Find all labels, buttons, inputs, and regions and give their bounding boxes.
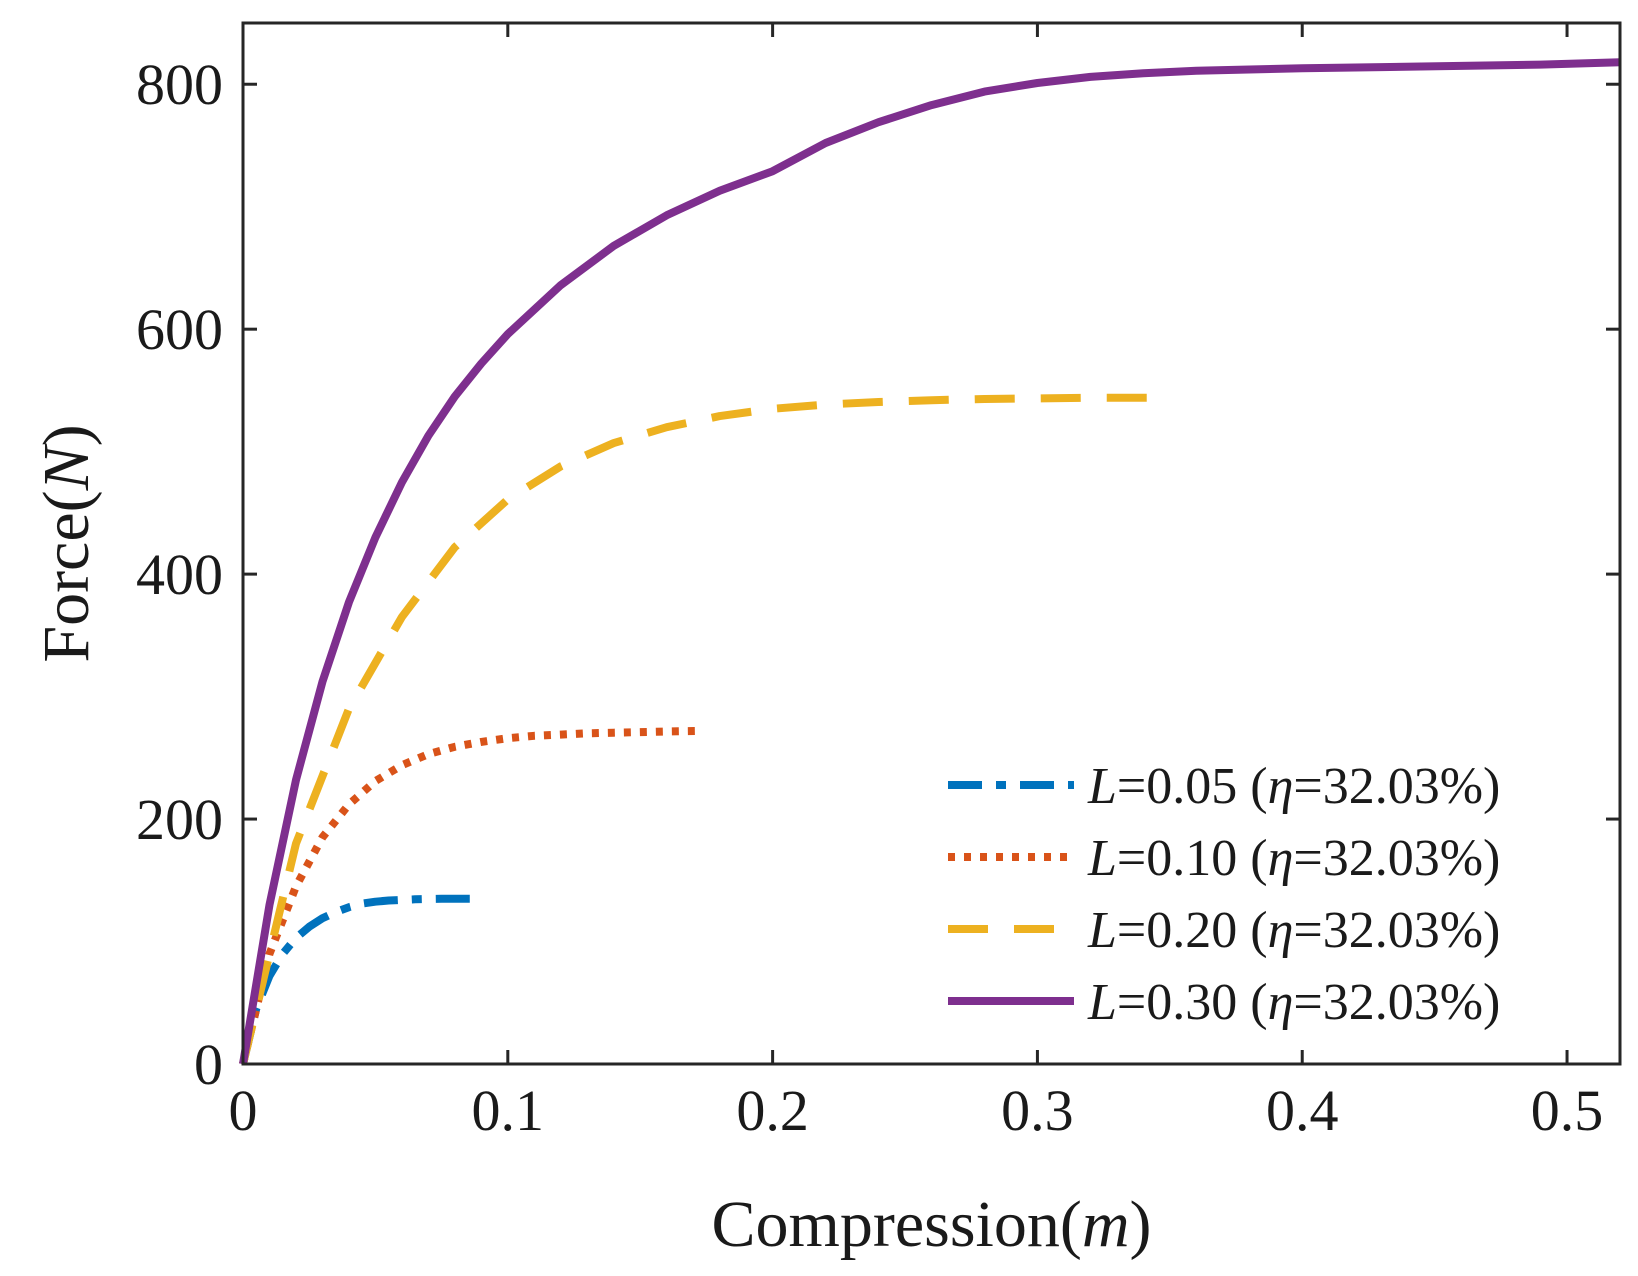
y-tick-label: 800 bbox=[136, 52, 223, 117]
legend-label-2: L=0.10 (η=32.03%) bbox=[1087, 830, 1500, 887]
x-tick-label: 0.5 bbox=[1531, 1078, 1604, 1143]
legend-label-4: L=0.30 (η=32.03%) bbox=[1087, 974, 1500, 1031]
series-line-3 bbox=[239, 393, 1157, 1065]
series-layer bbox=[239, 58, 1621, 1065]
legend-label-1: L=0.05 (η=32.03%) bbox=[1087, 758, 1500, 815]
x-tick-label: 0.3 bbox=[1001, 1078, 1074, 1143]
x-tick-label: 0 bbox=[229, 1078, 258, 1143]
y-tick-label: 600 bbox=[136, 297, 223, 362]
y-tick-label: 200 bbox=[136, 787, 223, 852]
x-tick-label: 0.4 bbox=[1266, 1078, 1339, 1143]
y-axis-label: Force(N) bbox=[30, 424, 103, 662]
plot-frame bbox=[241, 21, 1622, 1066]
series-line-2 bbox=[239, 726, 704, 1065]
legend-label-3: L=0.20 (η=32.03%) bbox=[1087, 902, 1500, 959]
x-tick-label: 0.2 bbox=[736, 1078, 809, 1143]
series-line-4 bbox=[239, 58, 1621, 1065]
tick-label-layer: 0 0.1 0.2 0.3 0.4 0.5 0 200 400 600 800 bbox=[136, 52, 1603, 1143]
axes-layer bbox=[241, 21, 1622, 1066]
legend: L=0.05 (η=32.03%) L=0.10 (η=32.03%) L=0.20… bbox=[948, 758, 1500, 1031]
x-tick-label: 0.1 bbox=[472, 1078, 545, 1143]
x-axis-label: Compression(m) bbox=[712, 1188, 1152, 1261]
y-tick-label: 400 bbox=[136, 542, 223, 607]
y-tick-label: 0 bbox=[194, 1032, 223, 1097]
